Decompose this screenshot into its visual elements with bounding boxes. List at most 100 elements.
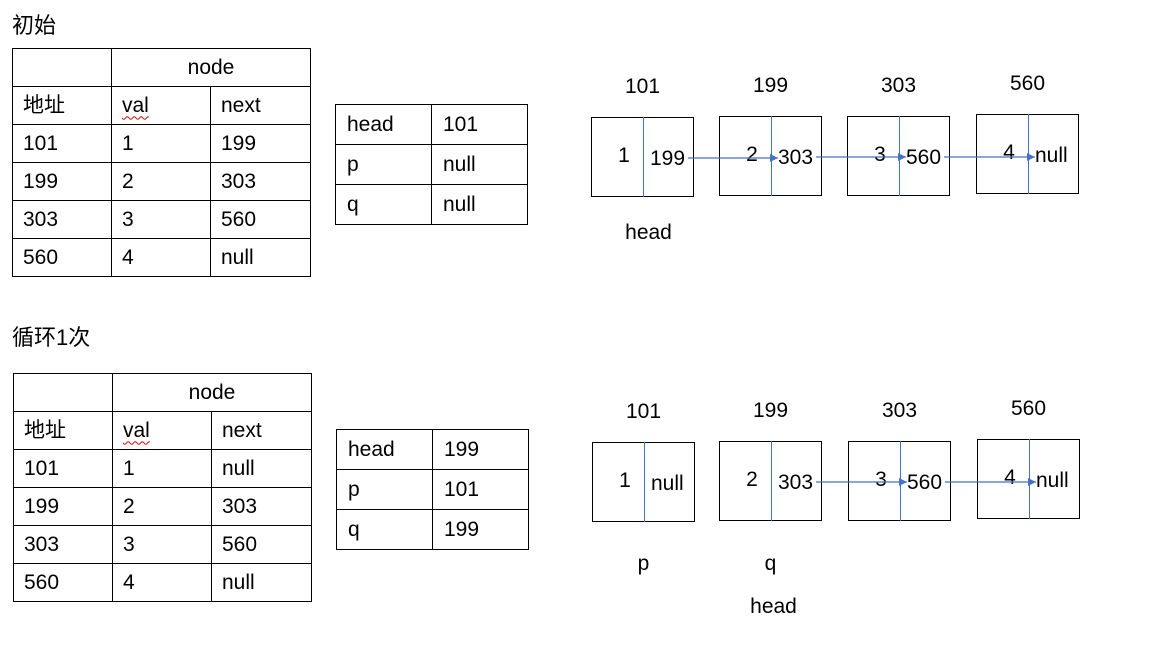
cell-address: 101 (13, 449, 113, 488)
list-node: 101 1 199 head (591, 75, 694, 244)
pointer-name: p (336, 469, 433, 510)
memory-table: node 地址 val next 101 1 199 199 2 303 303… (12, 48, 311, 277)
list-node: 101 1 null p (592, 400, 695, 575)
node-val: 2 (746, 143, 758, 166)
pointer-label-p: p (637, 552, 650, 575)
pointer-value: 199 (432, 509, 529, 550)
list-node: 199 2 303 q head (719, 399, 822, 618)
cell-next: 560 (210, 200, 311, 239)
cell-address: 199 (12, 162, 112, 201)
cell-val: 4 (111, 238, 211, 277)
column-header-row: 地址 val next (13, 411, 312, 450)
table-row: 303 3 560 (12, 200, 311, 239)
node-address: 199 (752, 74, 789, 97)
pointer-label-q: q (764, 552, 777, 575)
cell-val: 3 (111, 200, 211, 239)
pointer-value: null (431, 144, 528, 185)
node-next: 303 (778, 471, 814, 494)
list-node: 303 3 560 (848, 399, 951, 521)
cell-val: 1 (111, 124, 211, 163)
node-next: null (1036, 469, 1069, 492)
cell-address: 101 (12, 124, 112, 163)
group-header-row: node (12, 48, 311, 87)
node-address: 101 (624, 75, 661, 98)
column-header-val-text: val (122, 93, 149, 117)
pointer-value: 101 (431, 104, 528, 145)
node-box (719, 441, 822, 521)
pointer-row: p null (335, 144, 528, 185)
pointer-value: null (431, 184, 528, 225)
list-node: 199 2 303 (719, 74, 822, 196)
node-next: null (1035, 144, 1068, 167)
group-header-cell: node (111, 48, 311, 87)
table-row: 101 1 null (13, 449, 312, 488)
cell-val: 2 (111, 162, 211, 201)
node-next: 560 (906, 146, 942, 169)
node-next: 560 (907, 471, 943, 494)
section-title: 循环1次 (12, 325, 91, 350)
cell-address: 303 (13, 525, 113, 564)
list-node: 560 4 null (976, 72, 1079, 194)
node-next: 303 (778, 146, 814, 169)
corner-cell (13, 373, 113, 412)
corner-cell (12, 48, 112, 87)
list-node: 560 4 null (977, 397, 1080, 519)
node-box (719, 116, 822, 196)
pointer-name: head (336, 429, 433, 470)
cell-val: 2 (112, 487, 212, 526)
section-title: 初始 (12, 13, 57, 38)
column-header-val: val (112, 411, 212, 450)
table-row: 199 2 303 (12, 162, 311, 201)
pointer-table: head 199 p 101 q 199 (336, 429, 529, 550)
pointer-name: q (336, 509, 433, 550)
cell-next: null (211, 563, 312, 602)
pointer-value: 101 (432, 469, 529, 510)
cell-val: 4 (112, 563, 212, 602)
cell-address: 560 (12, 238, 112, 277)
table-row: 560 4 null (13, 563, 312, 602)
memory-table: node 地址 val next 101 1 null 199 2 303 30… (13, 373, 312, 602)
pointer-row: p 101 (336, 469, 529, 510)
column-header-next: next (211, 411, 312, 450)
node-address: 560 (1010, 397, 1047, 420)
node-box (977, 439, 1080, 519)
group-header-row: node (13, 373, 312, 412)
node-val: 2 (746, 468, 758, 491)
node-address: 199 (752, 399, 789, 422)
column-header-val-text: val (123, 418, 150, 442)
column-header-next: next (210, 86, 311, 125)
pointer-row: head 199 (336, 429, 529, 470)
pointer-table: head 101 p null q null (335, 104, 528, 225)
node-box (847, 116, 950, 196)
cell-next: null (211, 449, 312, 488)
node-box (592, 442, 695, 522)
node-address: 303 (881, 399, 918, 422)
node-val: 3 (875, 468, 887, 491)
table-row: 303 3 560 (13, 525, 312, 564)
cell-address: 560 (13, 563, 113, 602)
cell-next: 303 (211, 487, 312, 526)
column-header-row: 地址 val next (12, 86, 311, 125)
cell-next: 560 (211, 525, 312, 564)
cell-next: 199 (210, 124, 311, 163)
column-header-val: val (111, 86, 211, 125)
cell-val: 1 (112, 449, 212, 488)
pointer-label-head: head (750, 595, 797, 618)
node-next: 199 (650, 147, 686, 170)
node-divider (644, 442, 645, 522)
node-address: 303 (880, 74, 917, 97)
cell-address: 199 (13, 487, 113, 526)
node-val: 1 (618, 144, 630, 167)
table-row: 101 1 199 (12, 124, 311, 163)
pointer-label-head: head (625, 221, 672, 244)
node-divider (643, 117, 644, 197)
node-next: null (651, 472, 684, 495)
pointer-row: q null (335, 184, 528, 225)
pointer-value: 199 (432, 429, 529, 470)
column-header-address: 地址 (13, 411, 113, 450)
cell-address: 303 (12, 200, 112, 239)
cell-next: 303 (210, 162, 311, 201)
node-val: 1 (619, 469, 631, 492)
cell-next: null (210, 238, 311, 277)
node-box (976, 114, 1079, 194)
